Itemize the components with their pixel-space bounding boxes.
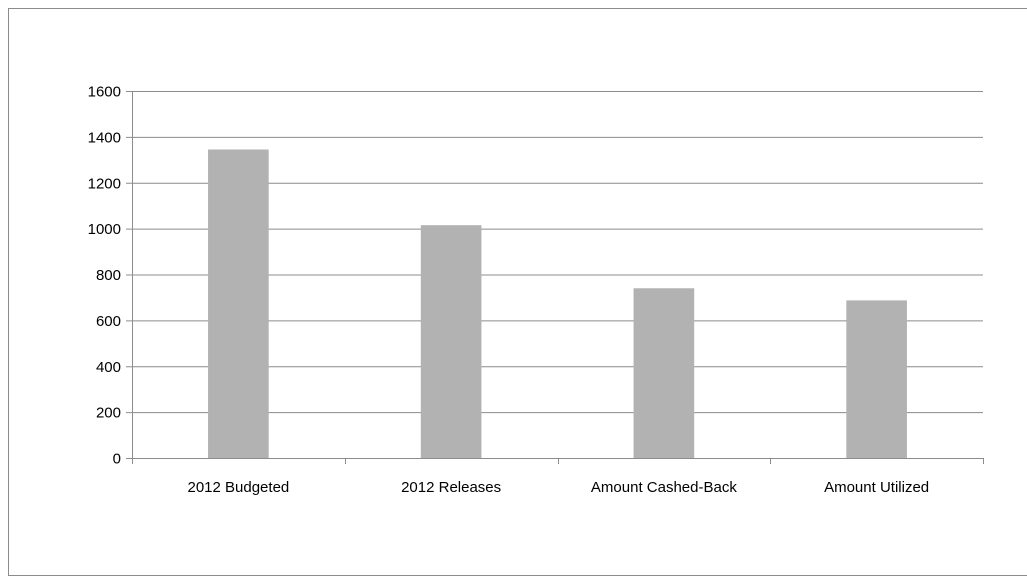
bar-3 — [633, 288, 695, 458]
y-tick-label: 200 — [96, 405, 121, 422]
y-tick-label: 1600 — [88, 84, 121, 101]
x-tick-label: Amount Utilized — [824, 479, 929, 496]
x-axis-tick-labels: 2012 Budgeted 2012 Releases Amount Cashed-… — [187, 479, 929, 496]
y-tick-label: 400 — [96, 359, 121, 376]
bar-2 — [420, 225, 482, 458]
y-tick-label: 1200 — [88, 175, 121, 192]
x-tick-label: Amount Cashed-Back — [591, 479, 737, 496]
x-tick-label: 2012 Releases — [401, 479, 501, 496]
y-tick-label: 1000 — [88, 221, 121, 238]
chart-frame — [8, 8, 1027, 576]
bar-4 — [846, 300, 907, 458]
y-axis-tick-labels: 0 200 400 600 800 1000 1200 1400 1600 — [88, 84, 121, 468]
y-tick-label: 600 — [96, 313, 121, 330]
x-tick-label: 2012 Budgeted — [187, 479, 289, 496]
axes — [126, 91, 984, 464]
y-tick-label: 800 — [96, 267, 121, 284]
gridlines — [132, 91, 983, 414]
bars — [208, 149, 907, 458]
y-tick-label: 0 — [113, 451, 121, 468]
bar-1 — [208, 149, 269, 458]
y-tick-label: 1400 — [88, 129, 121, 146]
